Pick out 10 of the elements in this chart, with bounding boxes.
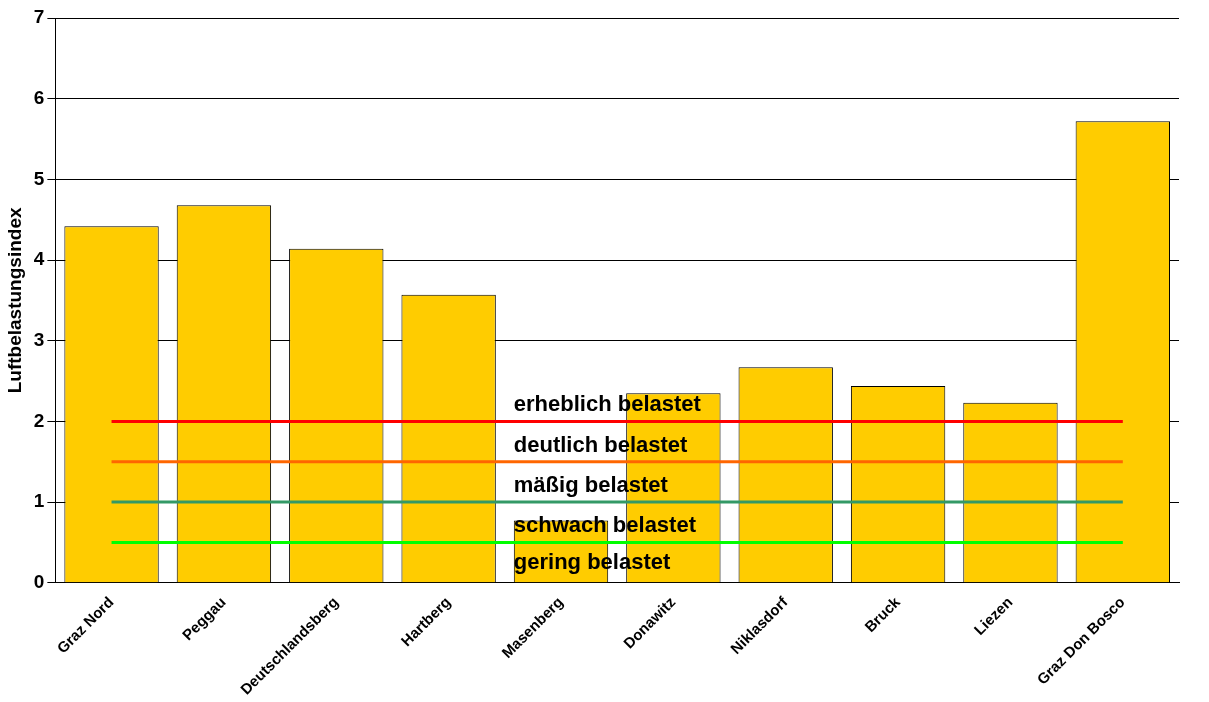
y-tick-label: 1: [33, 490, 45, 512]
y-tick-label: 3: [33, 328, 45, 350]
ref-line-label: mäßig belastet: [513, 472, 669, 498]
y-tick-label: 7: [33, 6, 45, 28]
y-tick-label: 6: [33, 86, 45, 108]
y-tick-label: 4: [33, 248, 45, 270]
y-tick-label: 0: [33, 570, 45, 592]
y-tick-label: 2: [33, 409, 45, 431]
y-tick-label: 5: [33, 167, 45, 189]
y-axis-title: Luftbelastungsindex: [3, 207, 25, 394]
